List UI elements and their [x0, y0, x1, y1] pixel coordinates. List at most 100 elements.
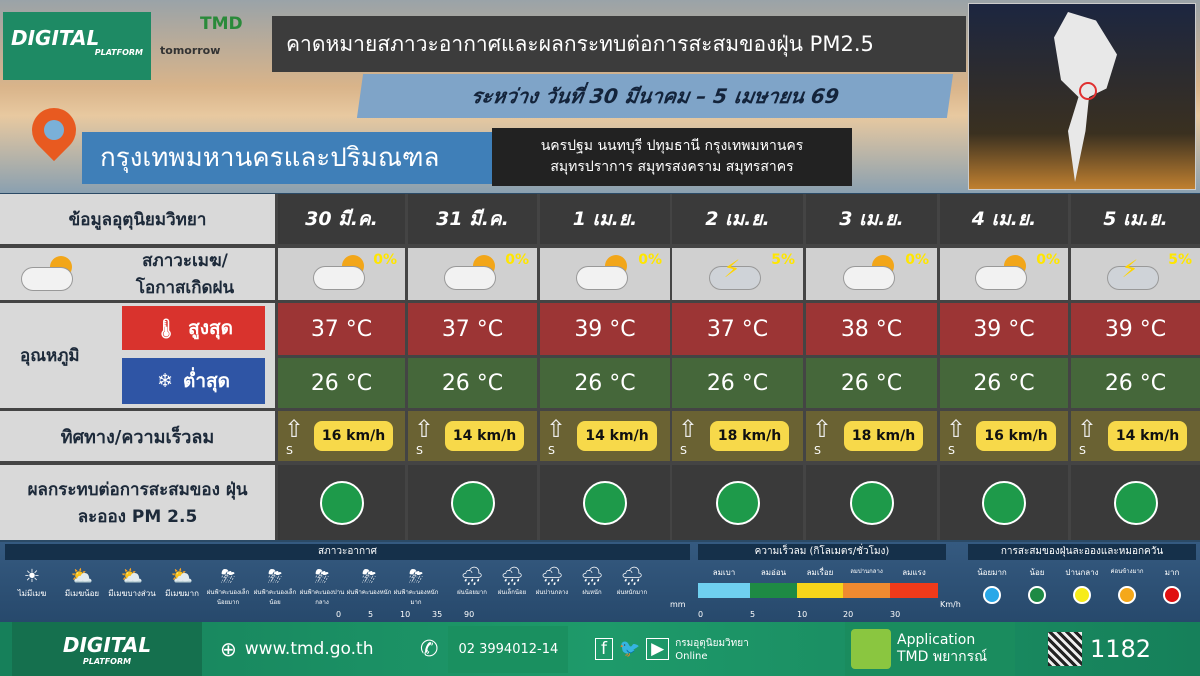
thunderstorm-icon: ⚡ [709, 255, 766, 289]
wind-tick: 5 [750, 610, 756, 619]
wind-cell: ⇧ S 16 km/h [278, 411, 405, 461]
wind-legend-title: ความเร็วลม (กิโลเมตร/ชั่วโมง) [698, 544, 946, 560]
thunderstorm-icon: ⚡ [1107, 255, 1164, 289]
tmd-app-icon [851, 629, 891, 669]
low-temp: 26 °C [1071, 358, 1200, 408]
youtube-icon[interactable]: ▶ [646, 638, 670, 660]
wind-cell: ⇧ S 18 km/h [672, 411, 803, 461]
location-pin-icon [22, 98, 86, 162]
thunderstorm-icon: ⛈ [408, 566, 424, 587]
wind-speed: 14 km/h [577, 421, 657, 451]
cloud-legend-item: ⛅ มีเมฆน้อย [58, 566, 106, 600]
pm-level-dot [583, 480, 627, 525]
cloud-legend-item: ⛅ มีเมฆบางส่วน [108, 566, 156, 598]
wind-speed: 16 km/h [976, 421, 1056, 451]
pm-level-dot [1028, 586, 1046, 604]
wind-level-label: ลมแรง [902, 568, 926, 577]
pm-level-dot [983, 586, 1001, 604]
weather-cell: 0% [806, 248, 937, 300]
wind-arrow-north-icon: ⇧ [1077, 415, 1098, 443]
wind-level-bar [890, 583, 938, 598]
pm-level-dot [1163, 586, 1181, 604]
phone-icon: ✆ [420, 636, 439, 662]
partly-cloudy-icon [577, 255, 633, 289]
storm-legend-item: ⛈ ฝนฟ้าคะนองเล็กน้อยมาก [206, 566, 250, 606]
low-label: ❄ ต่ำสุด [122, 358, 265, 404]
rain-tick: 90 [464, 610, 475, 619]
pm-cell [672, 465, 803, 540]
facebook-icon[interactable]: f [595, 638, 613, 660]
partly-cloudy-icon [444, 255, 501, 289]
wind-speed: 18 km/h [709, 421, 790, 451]
rain-legend-item: 🌧 ฝนหนัก [572, 566, 612, 597]
pm-level-label: น้อยมาก [977, 568, 1007, 577]
footer: DIGITAL PLATFORM ⊕ www.tmd.go.th ✆ 02 39940… [0, 622, 1200, 676]
wind-speed: 16 km/h [313, 421, 394, 451]
pm-cell [540, 465, 670, 540]
rain-chance: 0% [1036, 252, 1060, 268]
wind-speed: 18 km/h [843, 421, 924, 451]
day-header: 1 เม.ย. [540, 194, 670, 244]
wind-level-bar [750, 583, 797, 598]
thermometer-hot-icon: 🌡 [154, 317, 179, 340]
date-range: ระหว่าง วันที่ 30 มีนาคม – 5 เมษายน 69 [356, 74, 954, 118]
high-temp: 39 °C [940, 303, 1068, 355]
weather-label: สภาวะเมฆ/ โอกาสเกิดฝน [0, 248, 275, 300]
pm-legend-title: การสะสมของฝุ่นละอองและหมอกควัน [968, 544, 1196, 560]
rain-tick: 0 [336, 610, 342, 619]
weather-cell: ⚡ 5% [1071, 248, 1200, 300]
partner-logos: TMD tomorrow [160, 14, 260, 76]
partly-cloudy-icon [313, 255, 370, 289]
rain-icon: 🌧 [580, 566, 604, 587]
thunderstorm-icon: ⛈ [314, 566, 330, 587]
province-list: นครปฐม นนทบุรี ปทุมธานี กรุงเทพมหานคร สมุ… [492, 128, 852, 186]
pm-level-label: น้อย [1029, 568, 1045, 577]
phone-link[interactable]: ✆ 02 3994012-14 [420, 622, 569, 676]
tmd-logo: TMD [200, 14, 243, 34]
high-temp: 37 °C [278, 303, 405, 355]
rain-legend-item: 🌧 ฝนปานกลาง [532, 566, 572, 597]
cloud-legend-item: ⛅ มีเมฆมาก [158, 566, 206, 600]
rain-legend-item: 🌧 ฝนหนักมาก [612, 566, 652, 597]
twitter-icon[interactable]: 🐦 [619, 639, 641, 659]
region-title: กรุงเทพมหานครและปริมณฑล [82, 132, 492, 184]
tomorrow-logo: tomorrow [160, 44, 221, 57]
low-temp: 26 °C [408, 358, 537, 408]
wind-cell: ⇧ S 14 km/h [408, 411, 537, 461]
website-link[interactable]: ⊕ www.tmd.go.th [220, 637, 374, 661]
pm-level-dot [319, 480, 364, 525]
partly-cloudy-icon [843, 255, 900, 289]
wind-tick: 20 [843, 610, 854, 619]
forecast-table: ข้อมูลอุตุนิยมวิทยา สภาวะเมฆ/ โอกาสเกิดฝ… [0, 194, 1200, 540]
storm-legend-item: ⛈ ฝนฟ้าคะนองหนักมาก [393, 566, 439, 606]
wind-cell: ⇧ S 16 km/h [940, 411, 1068, 461]
thailand-map-image [968, 3, 1196, 190]
wind-level-bar [843, 583, 890, 598]
wind-unit: Km/h [940, 600, 961, 609]
wind-arrow-north-icon: ⇧ [284, 415, 305, 443]
pm-cell [1071, 465, 1200, 540]
weather-cell: 0% [540, 248, 670, 300]
app-promo[interactable]: Application TMD พยากรณ์ [845, 622, 1015, 676]
wind-tick: 30 [890, 610, 901, 619]
bangkok-marker [1079, 82, 1097, 100]
pm-level-dot [982, 480, 1026, 525]
wind-label: ทิศทาง/ความเร็วลม [0, 411, 275, 461]
wind-level-label: ลมปานกลาง [850, 568, 883, 575]
day-header: 2 เม.ย. [672, 194, 803, 244]
day-header: 5 เม.ย. [1071, 194, 1200, 244]
partly-cloudy-icon [976, 255, 1032, 289]
low-temp: 26 °C [806, 358, 937, 408]
wind-level-label: ลมอ่อน [760, 568, 787, 577]
cloud-icon: ☀ [23, 566, 41, 587]
cloud-legend-item: ☀ ไม่มีเมฆ [8, 566, 56, 600]
rain-chance: 0% [638, 252, 662, 268]
weather-cell: 0% [940, 248, 1068, 300]
hotline: 1182 [1048, 622, 1151, 676]
pm-level-label: มาก [1164, 568, 1180, 577]
rain-legend-item: 🌧 ฝนน้อยมาก [452, 566, 492, 597]
header-banner: DIGITAL PLATFORM TMD tomorrow คาดหมายสภาวะ… [0, 0, 1200, 193]
pm-level-dot [1118, 586, 1136, 604]
low-temp: 26 °C [540, 358, 670, 408]
thunderstorm-icon: ⛈ [267, 566, 283, 587]
